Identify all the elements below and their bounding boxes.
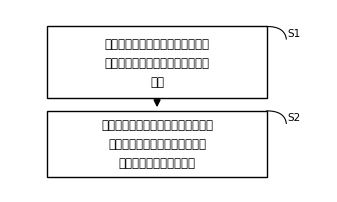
Bar (47, 27, 267, 99)
Text: S2: S2 (288, 113, 301, 123)
Bar (47, 111, 267, 177)
Text: S1: S1 (288, 29, 301, 39)
Text: 在惰性气体中对稀土掺杂的铪基材料
进行退火，得到经退火处理后的
稀土掺杂的铪基铁电材料: 在惰性气体中对稀土掺杂的铪基材料 进行退火，得到经退火处理后的 稀土掺杂的铪基铁… (101, 119, 213, 169)
Text: 将含有稀土元素的物质掺杂至铪基
材料中，形成稀土掺杂的铪基铁电
材料: 将含有稀土元素的物质掺杂至铪基 材料中，形成稀土掺杂的铪基铁电 材料 (104, 38, 210, 88)
